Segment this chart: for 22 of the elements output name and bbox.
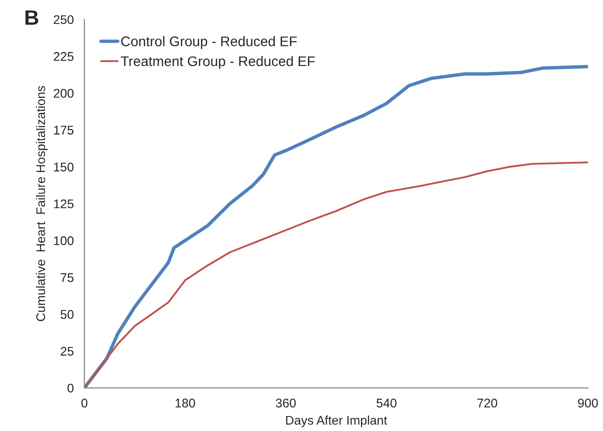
y-tick-label: 50: [60, 310, 74, 319]
x-tick-label: 180: [176, 398, 196, 408]
x-tick-label: 900: [578, 398, 598, 408]
y-tick-label: 25: [60, 346, 74, 356]
legend-label: Treatment Group - Reduced EF: [120, 56, 315, 69]
y-tick-label: 0: [68, 384, 74, 393]
x-tick-label: 360: [276, 398, 296, 408]
y-tick-label: 225: [54, 52, 74, 61]
text: B: [26, 10, 38, 25]
x-axis-title: Days After Implant: [286, 416, 388, 428]
x-tick-label: 0: [81, 398, 88, 408]
x-tick-label: 720: [477, 398, 498, 408]
y-tick-label: 100: [54, 236, 74, 246]
y-tick-label: 150: [54, 162, 74, 172]
y-tick-label: 175: [54, 126, 74, 135]
y-tick-label: 200: [54, 88, 74, 98]
x-tick-label: 540: [376, 398, 396, 408]
y-axis-title: Cumulative Heart Failure Hospitalizations: [36, 86, 48, 322]
y-tick-label: 250: [54, 15, 74, 24]
y-tick-label: 75: [60, 273, 74, 282]
y-tick-label: 125: [54, 199, 74, 208]
legend-label: Control Group - Reduced EF: [121, 36, 297, 50]
